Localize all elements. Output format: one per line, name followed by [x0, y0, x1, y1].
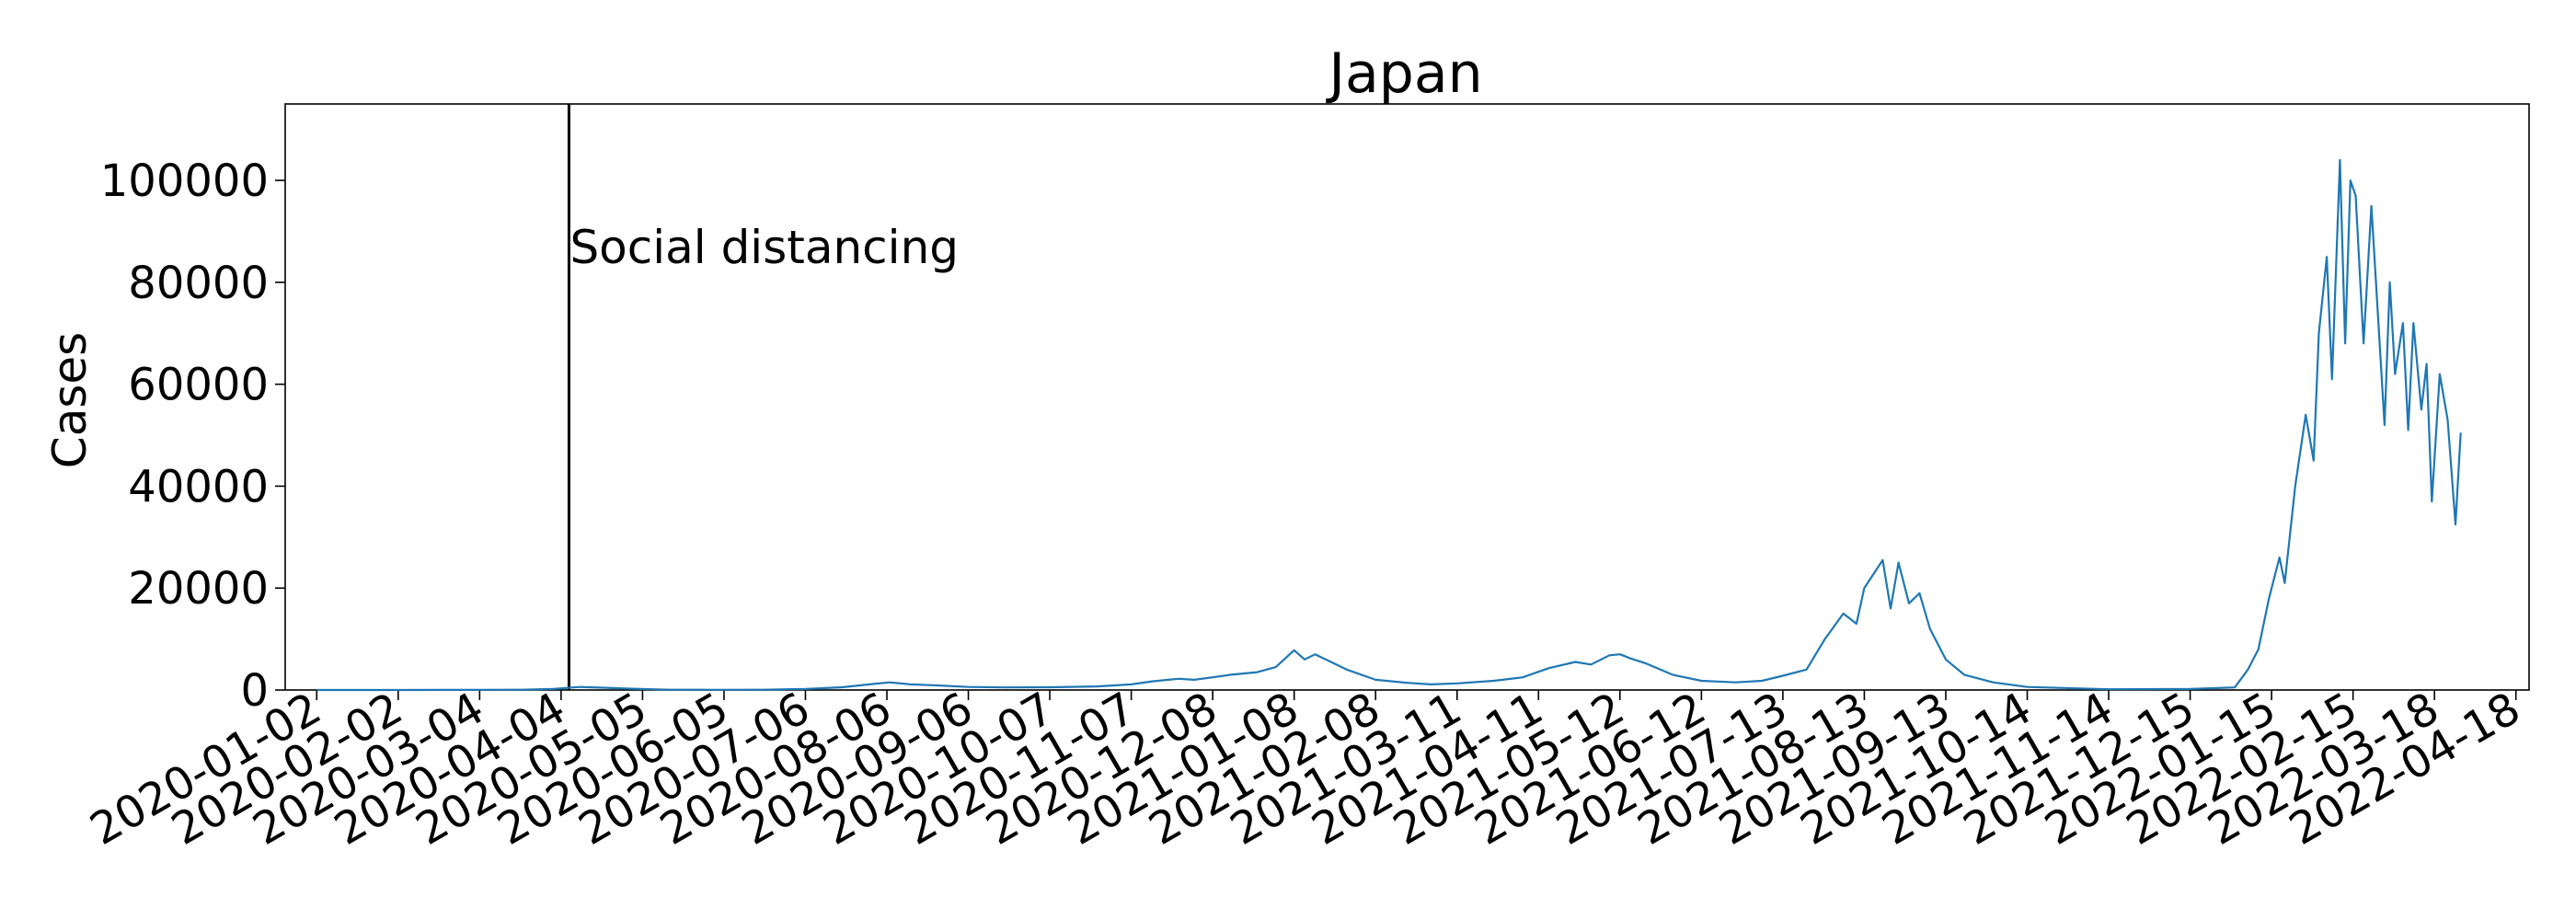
- y-tick-label: 100000: [100, 155, 269, 207]
- y-axis-label: Cases: [43, 332, 97, 468]
- y-tick-label: 60000: [128, 360, 269, 411]
- x-axis: 2020-01-022020-02-022020-03-042020-04-04…: [82, 683, 2529, 856]
- annotations: Social distancing: [567, 104, 959, 690]
- series-line: [316, 158, 2462, 692]
- plot-frame: [284, 103, 2530, 691]
- event-label: Social distancing: [569, 221, 959, 274]
- series-group: [316, 158, 2462, 692]
- y-tick-label: 80000: [128, 258, 269, 309]
- plot-area: [284, 103, 2530, 691]
- y-tick-label: 0: [240, 665, 269, 717]
- y-axis: 0 20000 40000 60000 80000 100000: [100, 155, 285, 717]
- y-tick-label: 40000: [128, 461, 269, 512]
- chart-title: Japan: [1325, 41, 1482, 106]
- y-tick-label: 20000: [128, 563, 269, 615]
